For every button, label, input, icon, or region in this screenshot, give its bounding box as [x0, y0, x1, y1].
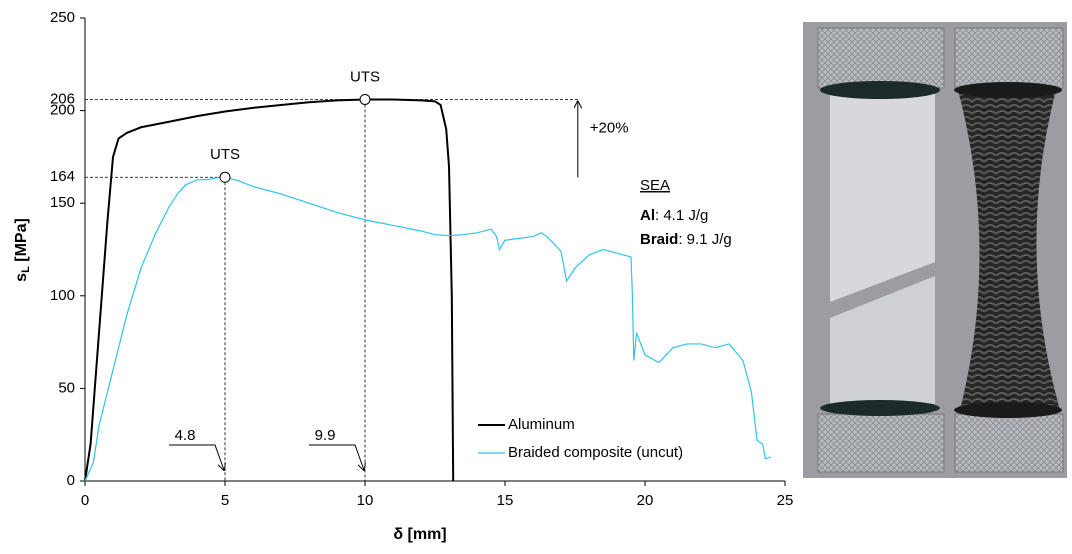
- y-label-sub: L: [20, 266, 32, 273]
- y-label-unit: [MPa]: [13, 218, 30, 266]
- x-axis-label: δ [mm]: [393, 526, 446, 543]
- x-tick-label: 0: [81, 492, 89, 509]
- y-tick-label: 200: [50, 102, 75, 119]
- x-tick-label: 15: [497, 492, 514, 509]
- y-tick-label: 0: [67, 472, 75, 489]
- y-label-main: s: [13, 273, 30, 282]
- y-reference-label: 164: [50, 168, 75, 185]
- sea-name: Braid: [640, 231, 678, 248]
- uts-label: UTS: [210, 146, 240, 163]
- sea-value: : 9.1 J/g: [678, 231, 731, 248]
- reference-arrow: [169, 444, 224, 470]
- reference-arrow: [309, 444, 364, 470]
- y-reference-label: 206: [50, 90, 75, 107]
- sea-row: Al: 4.1 J/g: [640, 207, 708, 224]
- y-axis-label: sL [MPa]: [13, 218, 32, 282]
- x-tick-label: 25: [777, 492, 794, 509]
- sea-name: Al: [640, 207, 655, 224]
- y-tick-label: 50: [58, 379, 75, 396]
- uts-marker: [219, 171, 231, 183]
- reference-line: [85, 176, 226, 481]
- y-tick-label: 100: [50, 287, 75, 304]
- reference-line: [85, 99, 578, 481]
- sea-row: Braid: 9.1 J/g: [640, 231, 732, 248]
- y-tick-label: 250: [50, 9, 75, 26]
- sea-value: : 4.1 J/g: [655, 207, 708, 224]
- uts-label: UTS: [350, 68, 380, 85]
- gain-label: +20%: [590, 119, 629, 136]
- x-tick-label: 20: [637, 492, 654, 509]
- y-tick-label: 150: [50, 194, 75, 211]
- x-tick-label: 5: [221, 492, 229, 509]
- data-line: [84, 176, 772, 482]
- sea-title: SEA: [640, 177, 670, 194]
- specimen-photo: [803, 22, 1067, 478]
- data-line: [84, 98, 455, 482]
- x-reference-label: 4.8: [175, 427, 196, 444]
- legend-label: Braided composite (uncut): [508, 444, 683, 461]
- legend-label: Aluminum: [508, 416, 575, 433]
- x-reference-label: 9.9: [315, 427, 336, 444]
- x-tick-label: 10: [357, 492, 374, 509]
- uts-marker: [359, 93, 371, 105]
